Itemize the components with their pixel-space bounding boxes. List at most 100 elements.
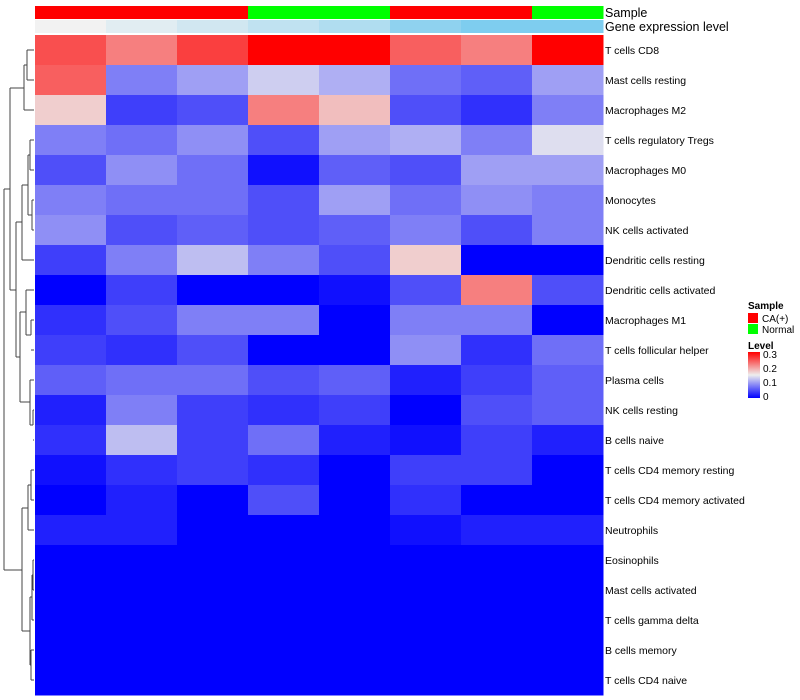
row-label: Monocytes bbox=[605, 195, 656, 207]
sample-annotation-cell bbox=[532, 6, 604, 19]
heatmap-cell bbox=[390, 335, 462, 366]
heatmap-cell bbox=[35, 395, 107, 426]
heatmap-cell bbox=[248, 125, 320, 156]
heatmap-cell bbox=[532, 485, 604, 516]
heatmap-cell bbox=[319, 335, 391, 366]
heatmap-cell bbox=[532, 65, 604, 96]
heatmap-cell bbox=[248, 155, 320, 186]
gene-expression-annotation-cell bbox=[461, 20, 533, 33]
sample-legend-swatch-ca bbox=[748, 313, 758, 323]
sample-legend-swatch-normal bbox=[748, 324, 758, 334]
heatmap-cell bbox=[35, 515, 107, 546]
heatmap-cell bbox=[248, 305, 320, 336]
heatmap-cell bbox=[106, 95, 178, 126]
row-label: Eosinophils bbox=[605, 555, 659, 567]
level-legend-title: Level bbox=[748, 341, 774, 352]
heatmap-cell bbox=[461, 65, 533, 96]
heatmap-cell bbox=[390, 605, 462, 636]
heatmap-cell bbox=[461, 665, 533, 696]
heatmap-cell bbox=[532, 125, 604, 156]
row-label: T cells CD4 naive bbox=[605, 675, 687, 687]
heatmap-cell bbox=[106, 425, 178, 456]
heatmap-cell bbox=[35, 665, 107, 696]
heatmap-cell bbox=[177, 305, 249, 336]
heatmap-cell bbox=[248, 665, 320, 696]
heatmap-cell bbox=[390, 185, 462, 216]
row-label: B cells naive bbox=[605, 435, 664, 447]
heatmap-cell bbox=[248, 545, 320, 576]
heatmap-cell bbox=[106, 155, 178, 186]
heatmap-cell bbox=[35, 305, 107, 336]
heatmap-cell bbox=[248, 635, 320, 666]
row-label: T cells gamma delta bbox=[605, 615, 699, 627]
sample-annotation-cell bbox=[177, 6, 249, 19]
heatmap-cell bbox=[106, 185, 178, 216]
row-label: NK cells activated bbox=[605, 225, 689, 237]
heatmap-cell bbox=[461, 335, 533, 366]
heatmap-cell bbox=[106, 605, 178, 636]
sample-legend-label-normal: Normal bbox=[762, 325, 794, 336]
heatmap-cell bbox=[319, 245, 391, 276]
row-label: Dendritic cells activated bbox=[605, 285, 715, 297]
heatmap-cell bbox=[532, 575, 604, 606]
heatmap-cell bbox=[461, 545, 533, 576]
heatmap-cell bbox=[106, 65, 178, 96]
heatmap-cell bbox=[461, 95, 533, 126]
heatmap-cell bbox=[177, 665, 249, 696]
heatmap-cell bbox=[35, 155, 107, 186]
heatmap-cell bbox=[248, 425, 320, 456]
row-label: Mast cells resting bbox=[605, 75, 686, 87]
gene-expression-annotation-label: Gene expression level bbox=[605, 20, 729, 34]
heatmap-cell bbox=[461, 425, 533, 456]
heatmap-cell bbox=[106, 395, 178, 426]
heatmap-cell bbox=[35, 335, 107, 366]
heatmap-cell bbox=[248, 185, 320, 216]
heatmap-cell bbox=[35, 215, 107, 246]
sample-annotation-cell bbox=[390, 6, 462, 19]
sample-legend: Sample CA(+) Normal bbox=[748, 301, 794, 336]
heatmap-cell bbox=[390, 95, 462, 126]
heatmap-cell bbox=[106, 125, 178, 156]
heatmap-cell bbox=[35, 95, 107, 126]
heatmap-cell bbox=[461, 155, 533, 186]
heatmap-cell bbox=[532, 395, 604, 426]
heatmap-cell bbox=[390, 575, 462, 606]
heatmap-cell bbox=[248, 575, 320, 606]
gene-expression-annotation-cell bbox=[35, 20, 107, 33]
gene-expression-annotation-cell bbox=[248, 20, 320, 33]
heatmap-cell bbox=[532, 185, 604, 216]
row-label: NK cells resting bbox=[605, 405, 678, 417]
heatmap-cell bbox=[106, 35, 178, 66]
heatmap-cell bbox=[177, 35, 249, 66]
heatmap-cell bbox=[35, 455, 107, 486]
heatmap-cell bbox=[319, 515, 391, 546]
heatmap-cell bbox=[319, 275, 391, 306]
heatmap-cell bbox=[319, 575, 391, 606]
heatmap-cell bbox=[532, 515, 604, 546]
heatmap-cell bbox=[35, 485, 107, 516]
heatmap-cell bbox=[177, 245, 249, 276]
heatmap-cell bbox=[177, 125, 249, 156]
heatmap-cell bbox=[106, 245, 178, 276]
heatmap-cell bbox=[390, 275, 462, 306]
heatmap-cell bbox=[319, 485, 391, 516]
heatmap-cell bbox=[35, 575, 107, 606]
heatmap-cell bbox=[461, 365, 533, 396]
heatmap-cell bbox=[35, 245, 107, 276]
row-label: T cells CD4 memory activated bbox=[605, 495, 745, 507]
heatmap-cell bbox=[35, 545, 107, 576]
heatmap-cell bbox=[248, 95, 320, 126]
heatmap-cell bbox=[319, 425, 391, 456]
heatmap-cell bbox=[319, 215, 391, 246]
heatmap-cell bbox=[177, 95, 249, 126]
heatmap-cell bbox=[461, 455, 533, 486]
level-color-bar bbox=[748, 352, 760, 398]
heatmap-cell bbox=[390, 515, 462, 546]
heatmap-cell bbox=[390, 635, 462, 666]
row-label: T cells CD8 bbox=[605, 45, 659, 57]
heatmap-cell bbox=[319, 35, 391, 66]
gene-expression-annotation-cell bbox=[532, 20, 604, 33]
heatmap-cell bbox=[390, 545, 462, 576]
heatmap-cell bbox=[35, 125, 107, 156]
